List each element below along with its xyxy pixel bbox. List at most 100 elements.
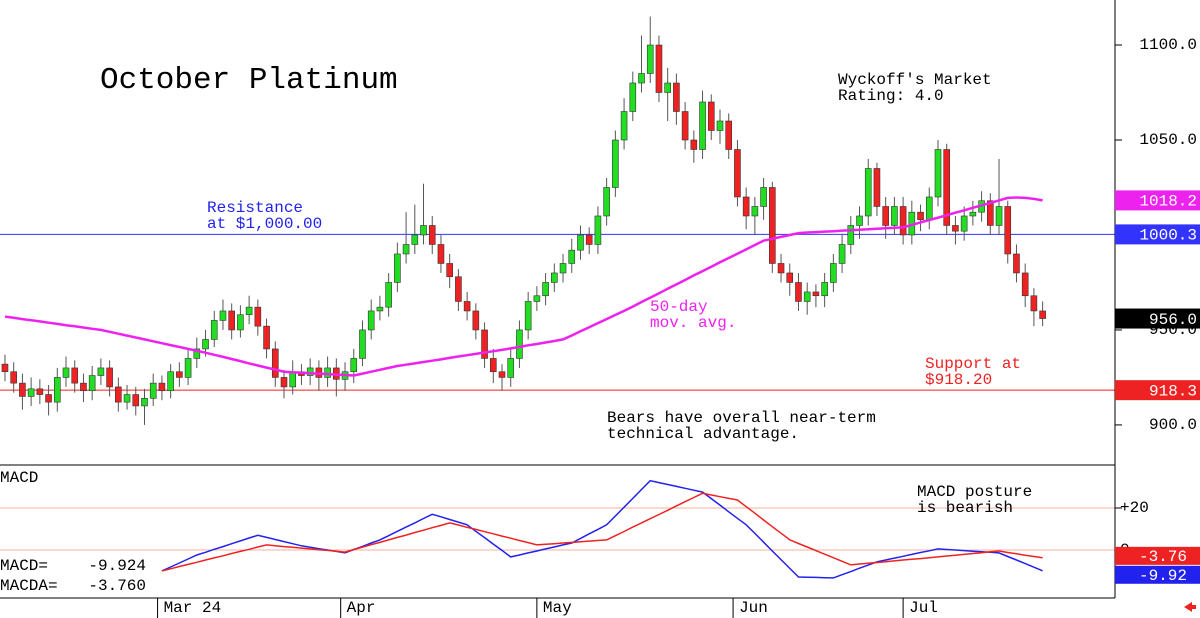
candle-body xyxy=(245,306,253,316)
candle-body xyxy=(612,139,619,188)
annotation: is bearish xyxy=(917,499,1013,517)
candle-body xyxy=(716,120,724,131)
candle-body xyxy=(411,234,419,245)
candle-body xyxy=(516,329,523,359)
candle-body xyxy=(437,244,445,264)
candle-body xyxy=(19,382,26,397)
annotation: $918.20 xyxy=(925,371,992,389)
candle-body xyxy=(219,310,227,321)
candle-body xyxy=(115,386,122,403)
candle-body xyxy=(62,367,70,378)
candle-body xyxy=(524,301,532,331)
candle-body xyxy=(568,249,576,264)
candle-body xyxy=(202,339,209,350)
candle-body xyxy=(952,225,959,232)
y-tick-label: 1050.0 xyxy=(1139,131,1197,149)
candle-body xyxy=(1004,206,1012,255)
candle-body xyxy=(725,120,733,150)
candle-body xyxy=(655,44,663,93)
candle-body xyxy=(603,187,610,217)
candle-body xyxy=(271,348,279,378)
candle-body xyxy=(10,371,17,384)
candle-body xyxy=(71,367,79,384)
candle-body xyxy=(812,291,820,297)
annotation: mov. avg. xyxy=(650,314,736,332)
close-label: 956.0 xyxy=(1149,311,1197,329)
legend-label: MACD= xyxy=(0,557,48,575)
candle-body xyxy=(1,363,9,373)
candle-body xyxy=(690,139,698,150)
candle-body xyxy=(141,398,148,407)
candle-body xyxy=(132,394,140,407)
candle-body xyxy=(193,348,201,359)
candle-body xyxy=(463,301,471,312)
candle-body xyxy=(36,388,44,395)
candle-body xyxy=(97,367,105,376)
candle-body xyxy=(620,111,628,141)
candle-body xyxy=(873,168,881,207)
candle-body xyxy=(577,234,584,251)
x-tick-label: Mar 24 xyxy=(164,599,222,617)
candle-body xyxy=(88,375,96,392)
candle-body xyxy=(760,187,767,207)
candle-body xyxy=(803,291,811,302)
ma-label: 1018.2 xyxy=(1139,193,1197,211)
candle-body xyxy=(472,310,480,331)
candle-body xyxy=(856,215,863,226)
candle-body xyxy=(673,82,680,112)
macd-line xyxy=(161,479,1043,579)
candle-body xyxy=(1030,295,1038,312)
candle-body xyxy=(123,394,131,403)
scroll-arrow[interactable] xyxy=(1184,602,1192,612)
moving-average-line xyxy=(4,196,1043,377)
legend-box xyxy=(0,553,158,597)
candle-body xyxy=(350,358,358,373)
y-tick-label: 900.0 xyxy=(1149,416,1197,434)
candle-body xyxy=(106,367,113,388)
candle-body xyxy=(210,320,218,340)
candle-body xyxy=(254,306,262,327)
candle-body xyxy=(559,263,567,274)
candle-body xyxy=(891,206,898,226)
plot-area xyxy=(0,16,1115,579)
candle-body xyxy=(969,211,977,217)
candle-body xyxy=(699,101,706,150)
candle-body xyxy=(551,272,558,283)
candle-body xyxy=(646,44,654,74)
candle-body xyxy=(742,196,750,217)
candle-body xyxy=(481,329,488,359)
annotation: Resistance xyxy=(207,199,303,217)
candle-body xyxy=(167,371,174,392)
candle-body xyxy=(158,382,166,392)
close-label-box xyxy=(1115,308,1200,329)
x-tick-label: Jun xyxy=(739,599,768,617)
level-label: 1000.3 xyxy=(1139,227,1197,245)
candle-body xyxy=(629,82,637,112)
candle-body xyxy=(917,211,924,221)
candle-body xyxy=(638,73,645,84)
candle-body xyxy=(533,295,541,302)
candle-body xyxy=(45,394,52,403)
macd-label-box xyxy=(1115,546,1200,565)
candle-body xyxy=(359,329,366,359)
candle-body xyxy=(664,82,671,93)
level-label: 918.3 xyxy=(1149,382,1197,400)
candle-body xyxy=(228,310,235,331)
candle-body xyxy=(838,244,846,264)
candle-body xyxy=(707,101,715,131)
legend-value: -3.760 xyxy=(88,577,146,595)
macd-label: -9.92 xyxy=(1139,567,1187,585)
candle-body xyxy=(821,282,828,297)
annotation: Bears have overall near-term xyxy=(607,409,876,427)
candle-body xyxy=(489,358,497,373)
annotation: Support at xyxy=(925,355,1021,373)
candle-body xyxy=(428,225,436,245)
candle-body xyxy=(263,325,270,350)
candle-body xyxy=(769,187,776,264)
annotation: MACD posture xyxy=(917,483,1032,501)
legend-label: MACDA= xyxy=(0,577,58,595)
candle-body xyxy=(280,377,288,388)
scroll-arrow-tail[interactable] xyxy=(1190,605,1196,609)
